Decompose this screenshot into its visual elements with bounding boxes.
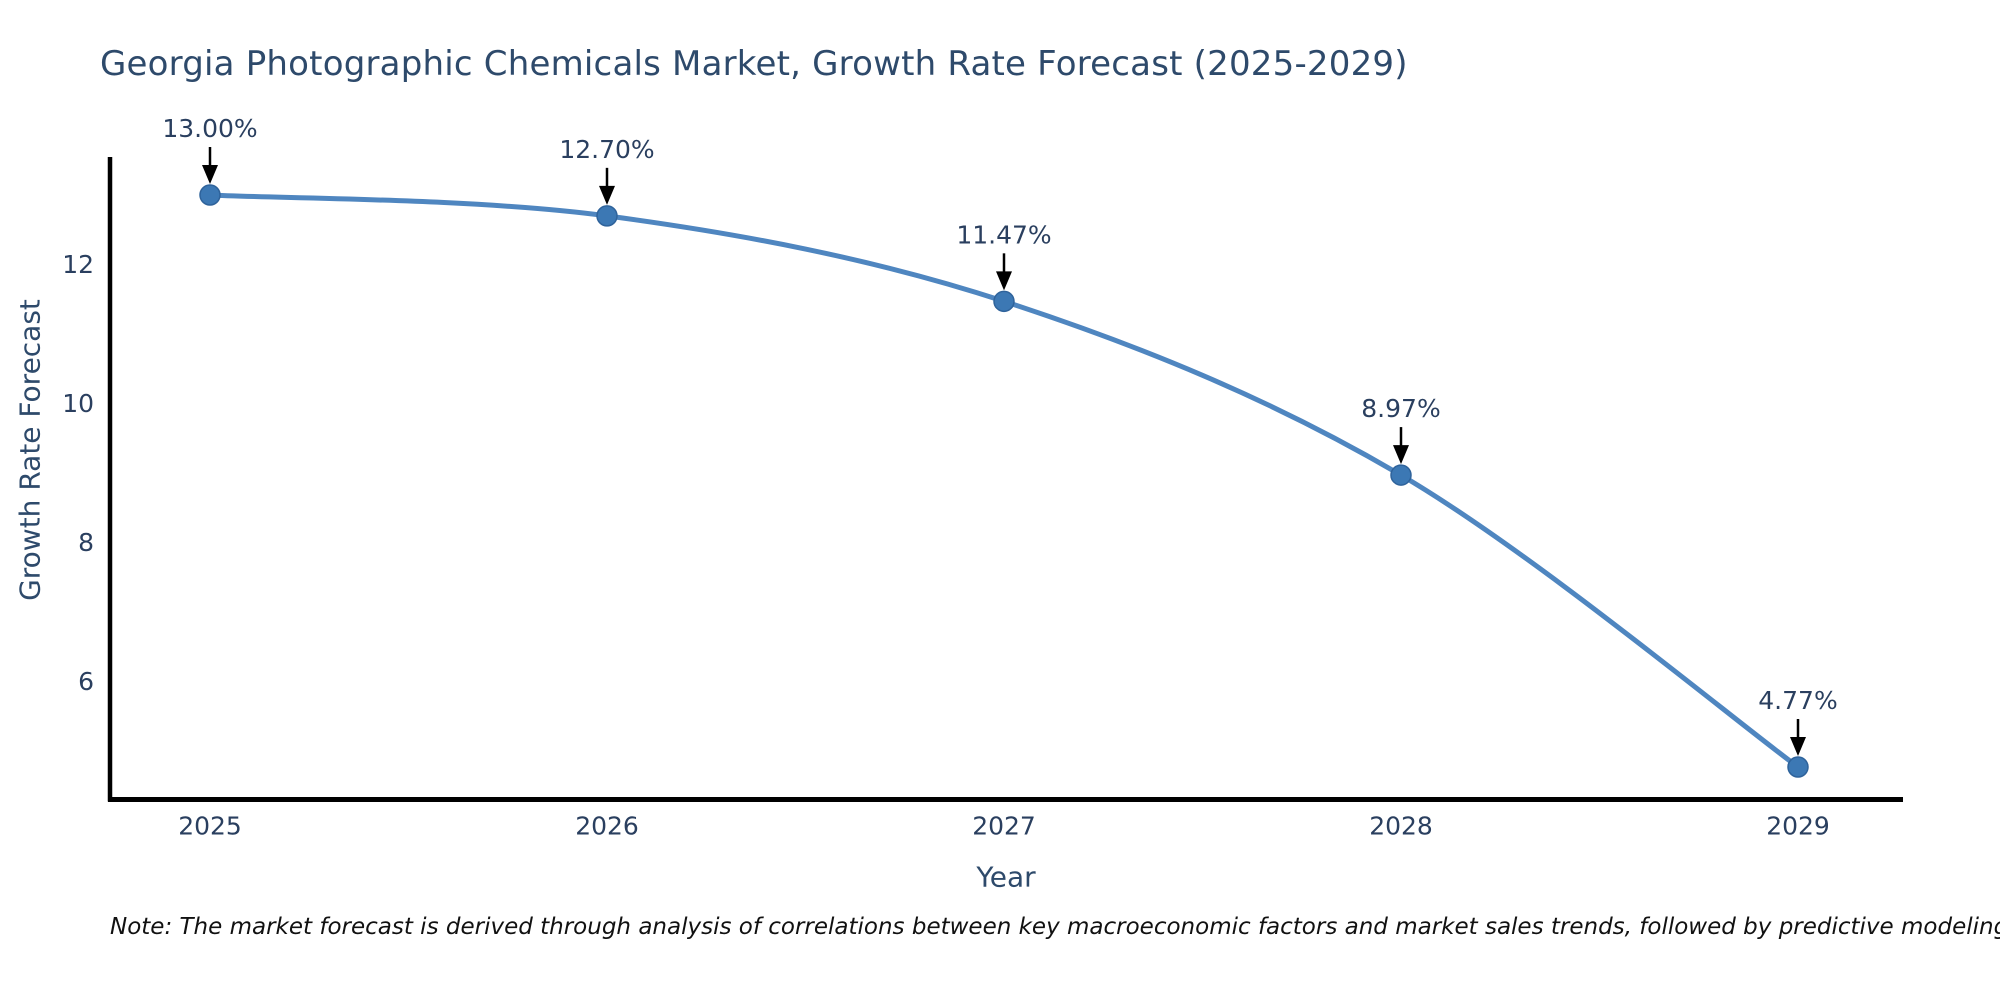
data-point-label: 13.00% <box>162 114 257 143</box>
x-tick-label: 2028 <box>1369 812 1433 841</box>
y-tick-label: 12 <box>62 250 94 279</box>
x-tick-label: 2026 <box>575 812 639 841</box>
data-point-marker[interactable] <box>1787 756 1809 778</box>
annotation-arrowhead <box>1393 445 1409 465</box>
x-tick-label: 2027 <box>972 812 1036 841</box>
data-point-marker[interactable] <box>1390 464 1412 486</box>
y-tick-label: 10 <box>62 389 94 418</box>
annotation-arrowhead <box>599 185 615 205</box>
data-point-marker[interactable] <box>993 290 1015 313</box>
y-tick-label: 6 <box>78 667 94 696</box>
footnote: Note: The market forecast is derived thr… <box>110 914 2000 940</box>
data-point-marker[interactable] <box>199 184 221 206</box>
data-point-label: 12.70% <box>559 135 654 164</box>
x-tick-label: 2029 <box>1766 812 1830 841</box>
annotation-arrowhead <box>1790 736 1806 756</box>
data-point-marker[interactable] <box>596 205 618 227</box>
data-point-label: 4.77% <box>1758 686 1837 715</box>
annotation-arrowhead <box>996 271 1012 291</box>
chart-title: Georgia Photographic Chemicals Market, G… <box>100 44 1408 84</box>
data-point-label: 11.47% <box>956 220 1051 249</box>
data-point-label: 8.97% <box>1361 394 1440 423</box>
x-tick-label: 2025 <box>178 812 242 841</box>
x-axis-title: Year <box>975 861 1036 894</box>
plot-area[interactable] <box>110 157 1903 802</box>
annotation-arrowhead <box>202 165 218 184</box>
y-tick-label: 8 <box>78 528 94 557</box>
y-axis-title: Growth Rate Forecast <box>14 299 47 601</box>
